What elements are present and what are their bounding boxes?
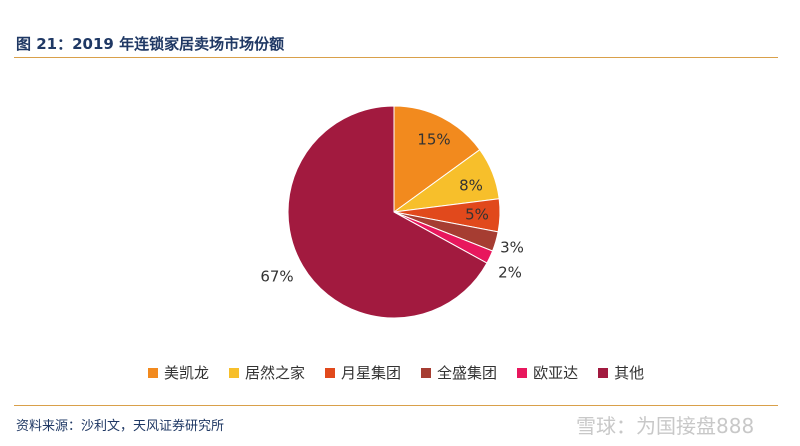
- legend-label: 美凯龙: [164, 364, 210, 382]
- watermark: 雪球：为国接盘888: [576, 414, 755, 438]
- legend-label: 月星集团: [341, 364, 402, 382]
- slice-data-label: 2%: [498, 264, 522, 282]
- legend-item: 月星集团: [325, 362, 401, 383]
- slice-data-label: 67%: [260, 268, 293, 286]
- legend-swatch-icon: [517, 367, 528, 378]
- source-note: 资料来源：沙利文，天风证券研究所: [16, 419, 225, 434]
- legend-swatch-icon: [148, 367, 158, 378]
- legend-item: 欧亚达: [517, 362, 578, 383]
- slice-data-label: 15%: [417, 131, 450, 149]
- slice-data-label: 5%: [465, 206, 489, 224]
- legend-label: 其他: [614, 364, 645, 382]
- legend-item: 居然之家: [229, 362, 305, 383]
- source-rule: [14, 405, 778, 406]
- title-rule: [14, 57, 778, 58]
- legend-swatch-icon: [325, 367, 336, 378]
- legend-label: 全盛集团: [437, 364, 498, 382]
- legend: 美凯龙 居然之家 月星集团 全盛集团 欧亚达 其他: [148, 362, 644, 383]
- legend-item: 全盛集团: [421, 362, 497, 383]
- legend-swatch-icon: [421, 367, 432, 378]
- pie-slice: [287, 105, 488, 319]
- legend-swatch-icon: [598, 367, 609, 378]
- legend-item: 美凯龙: [148, 362, 209, 383]
- legend-label: 欧亚达: [533, 364, 579, 382]
- slice-data-label: 8%: [459, 177, 483, 195]
- legend-swatch-icon: [229, 367, 240, 378]
- slice-data-label: 3%: [500, 239, 524, 257]
- figure-title: 图 21：2019 年连锁家居卖场市场份额: [16, 35, 285, 53]
- pie-slice: [393, 105, 481, 213]
- legend-label: 居然之家: [245, 364, 306, 382]
- legend-item: 其他: [598, 362, 644, 383]
